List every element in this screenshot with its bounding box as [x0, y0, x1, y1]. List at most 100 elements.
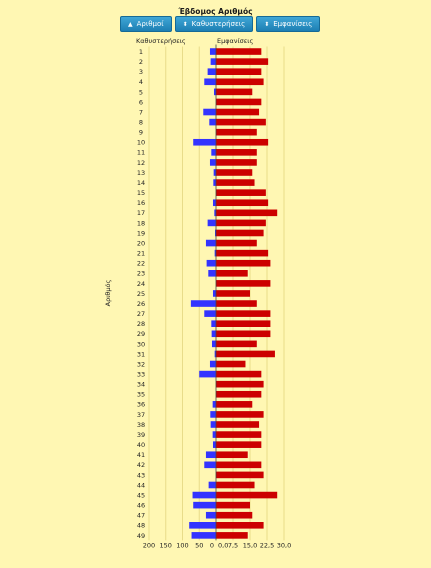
category-label: 20	[137, 239, 145, 247]
category-label: 43	[137, 471, 145, 479]
category-label: 4	[139, 78, 143, 86]
appearances-bar	[216, 310, 271, 317]
appearances-bar	[216, 270, 248, 277]
delays-bar	[191, 532, 216, 539]
delays-bar	[209, 118, 216, 126]
appearances-bar	[216, 149, 257, 156]
appearances-bar	[216, 451, 248, 459]
delays-bar	[214, 350, 216, 358]
appearances-bar	[216, 290, 250, 297]
appearances-bar	[216, 68, 262, 75]
appearances-bar	[216, 259, 271, 267]
category-label: 18	[137, 219, 145, 227]
category-label: 42	[137, 461, 145, 469]
appearances-bar	[216, 138, 269, 146]
appearances-bar	[216, 350, 275, 358]
caret-up-icon: ▲	[128, 20, 133, 28]
category-label: 16	[137, 199, 145, 207]
delays-bar	[209, 159, 216, 166]
left-axis-tick-label: 0	[210, 541, 214, 549]
sort-by-delays-button[interactable]: ⬍ Καθυστερήσεις	[174, 16, 254, 32]
delays-bar	[211, 330, 216, 338]
right-axis-tick-label: 30,0	[277, 541, 291, 549]
appearances-bar	[216, 421, 260, 428]
appearances-bar	[216, 501, 250, 509]
appearances-bar	[216, 461, 262, 469]
appearances-bar	[216, 88, 253, 96]
sort-by-appearances-button[interactable]: ⬍ Εμφανίσεις	[256, 16, 321, 32]
category-label: 10	[137, 139, 145, 147]
category-label: 8	[139, 119, 143, 127]
category-label: 38	[137, 421, 145, 429]
left-axis-tick-label: 50	[195, 541, 203, 549]
delays-bar	[203, 108, 216, 116]
appearances-bar	[216, 118, 266, 126]
appearances-bar	[216, 471, 264, 479]
appearances-bar	[216, 431, 262, 438]
category-label: 11	[137, 149, 145, 157]
category-label: 13	[137, 169, 145, 177]
delays-bar	[189, 522, 216, 529]
left-axis-tick-label: 100	[176, 541, 188, 549]
right-axis-tick-label: 15,0	[243, 541, 257, 549]
appearances-bar	[216, 481, 255, 489]
appearances-bar	[216, 239, 257, 247]
delays-bar	[211, 320, 216, 327]
appearances-bar	[216, 370, 262, 378]
sort-by-number-button[interactable]: ▲ Αριθμοί	[120, 16, 172, 32]
delays-bar	[209, 360, 216, 368]
category-label: 40	[137, 441, 145, 449]
appearances-bar	[216, 199, 269, 207]
appearances-bar	[216, 209, 278, 217]
category-label: 45	[137, 491, 145, 499]
appearances-bar	[216, 300, 257, 307]
appearances-bar	[216, 390, 262, 398]
delays-bar	[205, 451, 216, 459]
category-label: 12	[137, 159, 145, 167]
appearances-bar	[216, 522, 264, 529]
sort-button-bar: ▲ Αριθμοί ⬍ Καθυστερήσεις ⬍ Εμφανίσεις	[120, 16, 321, 32]
category-label: 48	[137, 522, 145, 530]
delays-bar	[213, 179, 216, 186]
category-label: 36	[137, 401, 145, 409]
left-axis-tick-label: 150	[160, 541, 172, 549]
category-label: 3	[139, 68, 143, 76]
delays-bar	[210, 411, 216, 418]
category-label: 2	[139, 58, 143, 66]
delays-bar	[206, 259, 216, 267]
category-label: 24	[137, 280, 145, 288]
appearances-bar	[216, 229, 264, 237]
sort-by-appearances-label: Εμφανίσεις	[273, 20, 313, 28]
delays-bar	[204, 461, 216, 469]
category-label: 15	[137, 189, 145, 197]
delays-bar	[212, 441, 216, 448]
appearances-bar	[216, 532, 248, 539]
delays-bar	[205, 239, 216, 247]
sort-by-delays-label: Καθυστερήσεις	[191, 20, 246, 28]
appearances-bar	[216, 249, 269, 257]
appearances-bar	[216, 320, 271, 327]
delays-bar	[210, 58, 216, 65]
category-label: 30	[137, 340, 145, 348]
delays-bar	[213, 169, 216, 176]
delays-bar	[190, 300, 216, 307]
appearances-bar	[216, 78, 264, 86]
delays-bar	[207, 68, 216, 75]
category-label: 33	[137, 371, 145, 379]
category-label: 21	[137, 250, 145, 258]
appearances-bar	[216, 401, 253, 408]
delays-bar	[211, 340, 216, 348]
delays-bar	[212, 431, 216, 438]
category-label: 5	[139, 88, 143, 96]
appearances-bar	[216, 108, 260, 116]
category-label: 34	[137, 381, 145, 389]
category-label: 17	[137, 209, 145, 217]
category-label: 49	[137, 532, 145, 540]
delays-bar	[212, 290, 216, 297]
category-label: 47	[137, 512, 145, 520]
sort-by-number-label: Αριθμοί	[136, 20, 164, 28]
category-label: 1	[139, 48, 143, 56]
category-label: 7	[139, 108, 143, 116]
category-label: 23	[137, 270, 145, 278]
